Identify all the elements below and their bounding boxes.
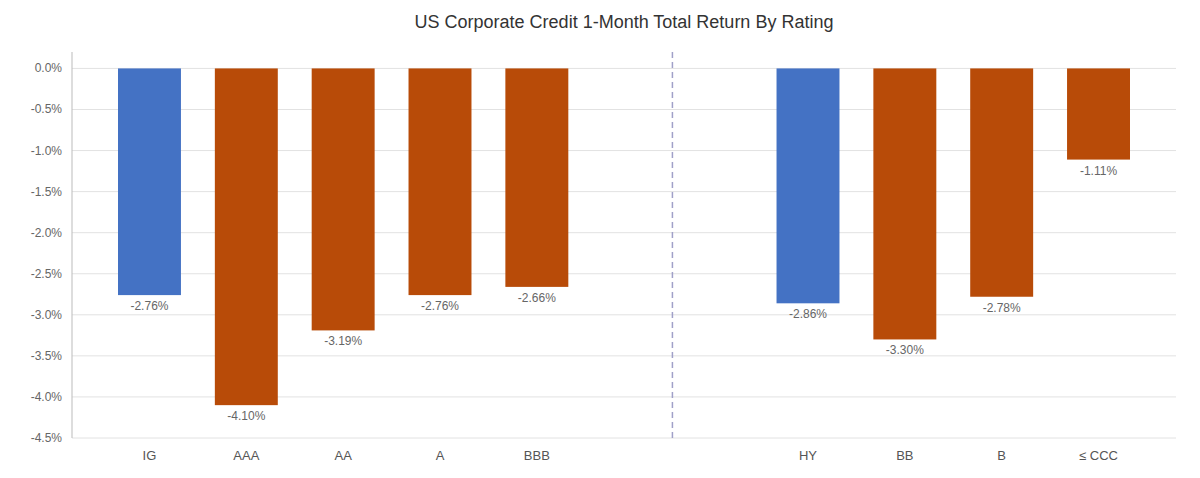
data-label: -2.86% [789, 307, 827, 321]
x-tick-label: B [997, 448, 1006, 463]
y-tick-label: -4.0% [31, 390, 63, 404]
data-label: -3.19% [324, 334, 362, 348]
y-tick-label: -4.5% [31, 431, 63, 445]
bar [777, 68, 840, 303]
bar [409, 68, 472, 295]
y-axis-line [72, 52, 73, 438]
bar [312, 68, 375, 330]
bars [118, 68, 1130, 405]
x-tick-label: HY [799, 448, 817, 463]
chart-svg: US Corporate Credit 1-Month Total Return… [0, 0, 1200, 478]
grid-line [72, 438, 1176, 439]
bar [873, 68, 936, 339]
group-divider [672, 52, 674, 438]
bar [215, 68, 278, 405]
y-grid [72, 68, 1176, 438]
data-label: -4.10% [227, 409, 265, 423]
x-tick-label: A [436, 448, 445, 463]
y-tick-label: -2.5% [31, 267, 63, 281]
data-label: -2.76% [130, 299, 168, 313]
bar [118, 68, 181, 295]
x-tick-label: IG [143, 448, 157, 463]
x-tick-label: BB [896, 448, 913, 463]
y-tick-label: -2.0% [31, 226, 63, 240]
y-tick-label: -1.5% [31, 185, 63, 199]
x-tick-label: AA [334, 448, 352, 463]
y-tick-label: -3.0% [31, 308, 63, 322]
y-tick-label: -3.5% [31, 349, 63, 363]
x-tick-label: ≤ CCC [1079, 448, 1118, 463]
data-label: -1.11% [1080, 164, 1117, 178]
y-tick-label: -0.5% [31, 102, 63, 116]
data-label: -2.66% [518, 291, 556, 305]
data-label: -3.30% [886, 343, 924, 357]
x-tick-label: AAA [233, 448, 259, 463]
data-label: -2.78% [983, 301, 1021, 315]
y-tick-label: -1.0% [31, 144, 63, 158]
bar [1067, 68, 1130, 159]
bar [970, 68, 1033, 296]
chart-title: US Corporate Credit 1-Month Total Return… [415, 12, 834, 32]
bar [505, 68, 568, 286]
y-tick-label: 0.0% [35, 61, 63, 75]
chart-container: US Corporate Credit 1-Month Total Return… [0, 0, 1200, 478]
data-label: -2.76% [421, 299, 459, 313]
x-tick-label: BBB [524, 448, 550, 463]
